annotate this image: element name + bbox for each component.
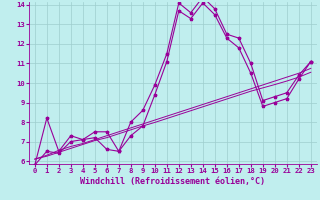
X-axis label: Windchill (Refroidissement éolien,°C): Windchill (Refroidissement éolien,°C) xyxy=(80,177,265,186)
